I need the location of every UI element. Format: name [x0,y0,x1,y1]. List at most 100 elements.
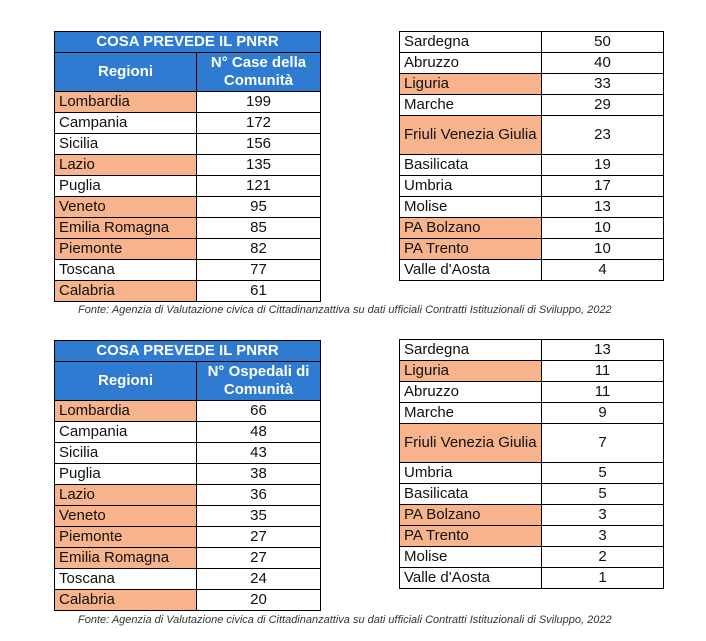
table-row: Campania 172 [54,112,322,134]
table-row: Sicilia 156 [54,133,322,155]
value-cell: 135 [195,154,322,176]
value-cell: 7 [541,423,664,463]
value-cell: 9 [541,402,664,424]
region-cell: Molise [399,196,542,218]
value-cell: 17 [541,175,664,197]
table-row: Sicilia 43 [54,442,322,464]
table-row: Piemonte 27 [54,526,322,548]
region-cell: Lombardia [54,400,197,422]
table-row: Campania 48 [54,421,322,443]
region-cell: Sardegna [399,31,542,53]
value-cell: 20 [195,589,322,611]
region-cell: Puglia [54,463,197,485]
value-cell: 66 [195,400,322,422]
value-cell: 4 [541,259,664,281]
case-left-body: Lombardia 199 Campania 172 Sicilia 156 Lazio 13… [54,91,322,302]
region-cell: Marche [399,402,542,424]
region-cell: Sicilia [54,442,197,464]
table-row: Toscana 24 [54,568,322,590]
value-cell: 3 [541,525,664,547]
table-row: Abruzzo 40 [399,52,664,74]
table-row: Marche 9 [399,402,664,424]
ospedali-table-title: COSA PREVEDE IL PNRR [53,340,322,362]
ospedali-source-note: Fonte: Agenzia di Valutazione civica di … [78,614,612,626]
table-row: PA Bolzano 3 [399,504,664,526]
value-cell: 156 [195,133,322,155]
value-cell: 172 [195,112,322,134]
region-cell: PA Bolzano [399,217,542,239]
region-cell: Valle d'Aosta [399,259,542,281]
table-row: Veneto 95 [54,196,322,218]
region-cell: Lombardia [54,91,197,113]
value-cell: 27 [195,547,322,569]
table-row: Friuli Venezia Giulia 7 [399,423,664,463]
value-cell: 36 [195,484,322,506]
table-row: Sardegna 50 [399,31,664,53]
table-row: Liguria 11 [399,360,664,382]
table-row: Umbria 17 [399,175,664,197]
value-cell: 10 [541,217,664,239]
table-row: Molise 2 [399,546,664,568]
region-cell: Emilia Romagna [54,547,197,569]
table-row: Veneto 35 [54,505,322,527]
region-cell: Calabria [54,589,197,611]
region-cell: Veneto [54,196,197,218]
region-cell: Valle d'Aosta [399,567,542,589]
ospedali-regions-header: Regioni [54,361,197,401]
value-cell: 13 [541,339,664,361]
table-row: Puglia 121 [54,175,322,197]
region-cell: Lazio [54,484,197,506]
table-row: Calabria 61 [54,280,322,302]
table-row: Abruzzo 11 [399,381,664,403]
value-cell: 85 [195,217,322,239]
value-cell: 11 [541,381,664,403]
table-row: Liguria 33 [399,73,664,95]
table-row: Valle d'Aosta 4 [399,259,664,281]
table-row: Basilicata 19 [399,154,664,176]
region-cell: Toscana [54,568,197,590]
table-row: PA Bolzano 10 [399,217,664,239]
region-cell: Lazio [54,154,197,176]
region-cell: Campania [54,112,197,134]
ospedali-count-header: N° Ospedali di Comunità [195,361,322,401]
value-cell: 5 [541,483,664,505]
region-cell: Friuli Venezia Giulia [399,423,542,463]
value-cell: 199 [195,91,322,113]
value-cell: 23 [541,115,664,155]
region-cell: Piemonte [54,238,197,260]
region-cell: Abruzzo [399,52,542,74]
region-cell: Marche [399,94,542,116]
region-cell: Umbria [399,462,542,484]
value-cell: 61 [195,280,322,302]
value-cell: 35 [195,505,322,527]
region-cell: Veneto [54,505,197,527]
region-cell: Basilicata [399,483,542,505]
case-right-table: Sardegna 50 Abruzzo 40 Liguria 33 Marche 29 Friu… [399,31,664,281]
region-cell: Toscana [54,259,197,281]
value-cell: 3 [541,504,664,526]
ospedali-right-table: Sardegna 13 Liguria 11 Abruzzo 11 Marche 9 Friul… [399,339,664,589]
case-source-note: Fonte: Agenzia di Valutazione civica di … [78,304,612,316]
table-row: Piemonte 82 [54,238,322,260]
ospedali-right-body: Sardegna 13 Liguria 11 Abruzzo 11 Marche 9 Friul… [399,339,664,589]
case-regions-header: Regioni [54,52,197,92]
table-row: Puglia 38 [54,463,322,485]
table-row: Lazio 135 [54,154,322,176]
ospedali-left-body: Lombardia 66 Campania 48 Sicilia 43 Puglia 38 La… [54,400,322,611]
table-row: Friuli Venezia Giulia 23 [399,115,664,155]
value-cell: 40 [541,52,664,74]
value-cell: 50 [541,31,664,53]
value-cell: 27 [195,526,322,548]
region-cell: Liguria [399,360,542,382]
value-cell: 43 [195,442,322,464]
region-cell: Friuli Venezia Giulia [399,115,542,155]
table-row: Basilicata 5 [399,483,664,505]
value-cell: 13 [541,196,664,218]
value-cell: 33 [541,73,664,95]
case-count-header: N° Case della Comunità [195,52,322,92]
table-row: PA Trento 3 [399,525,664,547]
region-cell: Sardegna [399,339,542,361]
region-cell: Emilia Romagna [54,217,197,239]
value-cell: 82 [195,238,322,260]
table-row: Molise 13 [399,196,664,218]
